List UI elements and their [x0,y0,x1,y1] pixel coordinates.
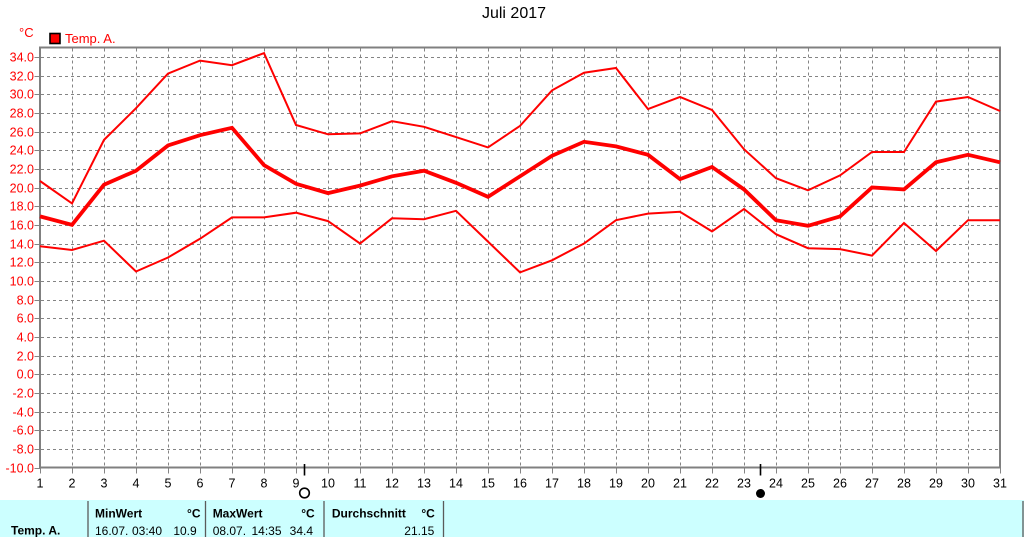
svg-text:-4.0: -4.0 [12,406,34,420]
svg-text:14:35: 14:35 [252,524,282,537]
svg-text:28: 28 [897,477,911,491]
svg-text:14.0: 14.0 [10,238,34,252]
svg-text:20: 20 [641,477,655,491]
svg-text:11: 11 [354,477,367,491]
svg-text:30.0: 30.0 [10,88,34,102]
svg-text:24.0: 24.0 [10,144,34,158]
svg-text:2: 2 [69,477,76,491]
svg-text:20.0: 20.0 [10,182,34,196]
svg-text:23: 23 [737,477,751,491]
svg-text:19: 19 [609,477,623,491]
svg-text:-2.0: -2.0 [12,387,34,401]
svg-text:16: 16 [513,477,527,491]
svg-text:14: 14 [449,477,463,491]
svg-text:08.07.: 08.07. [213,524,246,537]
svg-text:5: 5 [165,477,172,491]
svg-text:4: 4 [133,477,140,491]
svg-text:12: 12 [385,477,399,491]
svg-text:Temp. A.: Temp. A. [11,524,60,537]
svg-text:10.0: 10.0 [10,275,34,289]
svg-text:MinWert: MinWert [95,507,142,521]
svg-text:10.9: 10.9 [173,524,197,537]
svg-text:-10.0: -10.0 [6,462,35,476]
svg-text:2.0: 2.0 [17,350,34,364]
svg-text:3: 3 [101,477,108,491]
svg-text:12.0: 12.0 [10,256,34,270]
svg-text:34.0: 34.0 [10,51,34,65]
svg-text:27: 27 [865,477,879,491]
svg-text:15: 15 [481,477,495,491]
svg-text:16.0: 16.0 [10,219,34,233]
svg-text:7: 7 [229,477,236,491]
svg-text:Juli 2017: Juli 2017 [482,5,546,22]
svg-text:16.07.: 16.07. [95,524,128,537]
svg-text:MaxWert: MaxWert [213,507,263,521]
svg-text:26: 26 [833,477,847,491]
svg-text:26.0: 26.0 [10,126,34,140]
svg-text:18: 18 [577,477,591,491]
svg-text:31: 31 [993,477,1007,491]
svg-text:6.0: 6.0 [17,312,34,326]
svg-text:8.0: 8.0 [17,294,34,308]
svg-text:9: 9 [293,477,300,491]
svg-text:°C: °C [421,507,435,521]
svg-text:°C: °C [301,507,315,521]
svg-text:29: 29 [929,477,943,491]
svg-text:34.4: 34.4 [290,524,314,537]
svg-text:1: 1 [37,477,44,491]
svg-text:8: 8 [261,477,268,491]
svg-text:13: 13 [417,477,431,491]
svg-text:6: 6 [197,477,204,491]
svg-text:24: 24 [769,477,783,491]
svg-text:22.0: 22.0 [10,163,34,177]
svg-text:0.0: 0.0 [17,368,34,382]
svg-text:°C: °C [187,507,201,521]
svg-text:21: 21 [673,477,687,491]
svg-text:03:40: 03:40 [132,524,162,537]
svg-text:17: 17 [545,477,559,491]
svg-text:22: 22 [705,477,719,491]
svg-text:4.0: 4.0 [17,331,34,345]
svg-text:30: 30 [961,477,975,491]
svg-text:-6.0: -6.0 [12,424,34,438]
svg-text:32.0: 32.0 [10,70,34,84]
svg-text:Durchschnitt: Durchschnitt [332,507,406,521]
svg-text:10: 10 [321,477,335,491]
svg-text:18.0: 18.0 [10,200,34,214]
svg-text:25: 25 [801,477,815,491]
svg-text:Temp. A.: Temp. A. [65,31,116,46]
svg-text:-8.0: -8.0 [12,443,34,457]
svg-text:°C: °C [19,25,34,40]
svg-text:21.15: 21.15 [404,524,434,537]
svg-text:28.0: 28.0 [10,107,34,121]
